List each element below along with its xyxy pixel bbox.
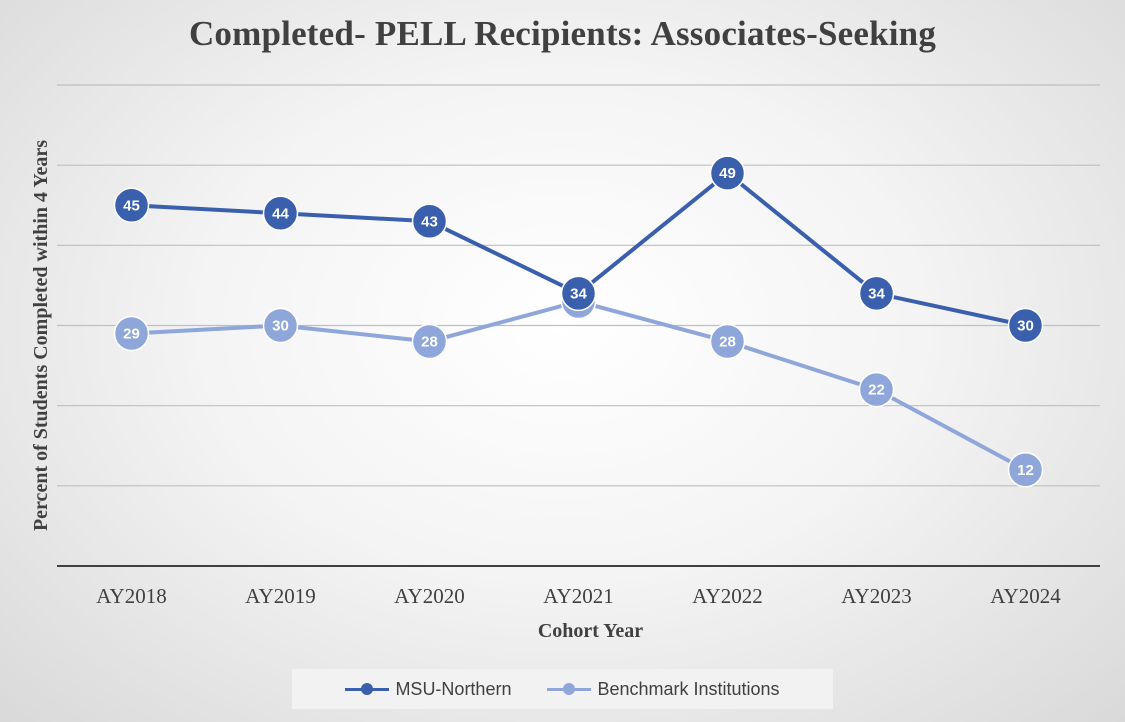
data-point xyxy=(262,307,299,344)
x-tick-label: AY2019 xyxy=(245,584,315,608)
data-label: 34 xyxy=(868,285,885,302)
data-point xyxy=(1007,307,1044,344)
data-label: 45 xyxy=(123,197,140,214)
data-point xyxy=(709,155,746,191)
data-label: 34 xyxy=(570,285,587,302)
legend-swatch-msu-northern xyxy=(345,683,390,695)
y-axis-title: Percent of Students Completed within 4 Y… xyxy=(30,140,52,531)
x-tick-label: AY2021 xyxy=(543,584,613,608)
data-point xyxy=(113,315,150,352)
x-tick-label: AY2023 xyxy=(841,584,911,608)
x-tick-label: AY2022 xyxy=(692,584,762,608)
legend-item-msu-northern: MSU-Northern xyxy=(345,679,511,700)
x-tick-label: AY2024 xyxy=(990,584,1061,608)
data-point xyxy=(560,275,597,312)
data-point xyxy=(858,275,895,312)
data-point xyxy=(262,195,299,232)
data-label: 28 xyxy=(719,334,736,351)
legend-swatch-benchmark-institutions xyxy=(547,683,592,695)
data-point xyxy=(411,323,448,360)
data-point xyxy=(858,371,895,408)
data-label: 43 xyxy=(421,213,438,230)
x-tick-label: AY2018 xyxy=(96,584,166,608)
data-point xyxy=(709,323,746,360)
legend: MSU-Northern Benchmark Institutions xyxy=(292,669,833,709)
data-point xyxy=(411,203,448,240)
data-label: 28 xyxy=(421,334,438,351)
legend-label-msu-northern: MSU-Northern xyxy=(395,678,512,699)
data-label: 29 xyxy=(123,326,140,343)
legend-label-benchmark-institutions: Benchmark Institutions xyxy=(597,678,780,699)
data-label: 44 xyxy=(272,205,289,222)
x-tick-label: AY2020 xyxy=(394,584,464,608)
data-point xyxy=(113,187,150,223)
data-label: 49 xyxy=(719,165,736,182)
data-label: 12 xyxy=(1017,462,1034,479)
data-label: 22 xyxy=(868,382,885,399)
data-point xyxy=(1007,452,1044,488)
legend-item-benchmark-institutions: Benchmark Institutions xyxy=(547,678,780,700)
data-label: 30 xyxy=(272,318,289,335)
x-axis-title: Cohort Year xyxy=(538,620,643,642)
data-label: 30 xyxy=(1017,318,1034,335)
chart-title: Completed- PELL Recipients: Associates-S… xyxy=(188,14,937,53)
